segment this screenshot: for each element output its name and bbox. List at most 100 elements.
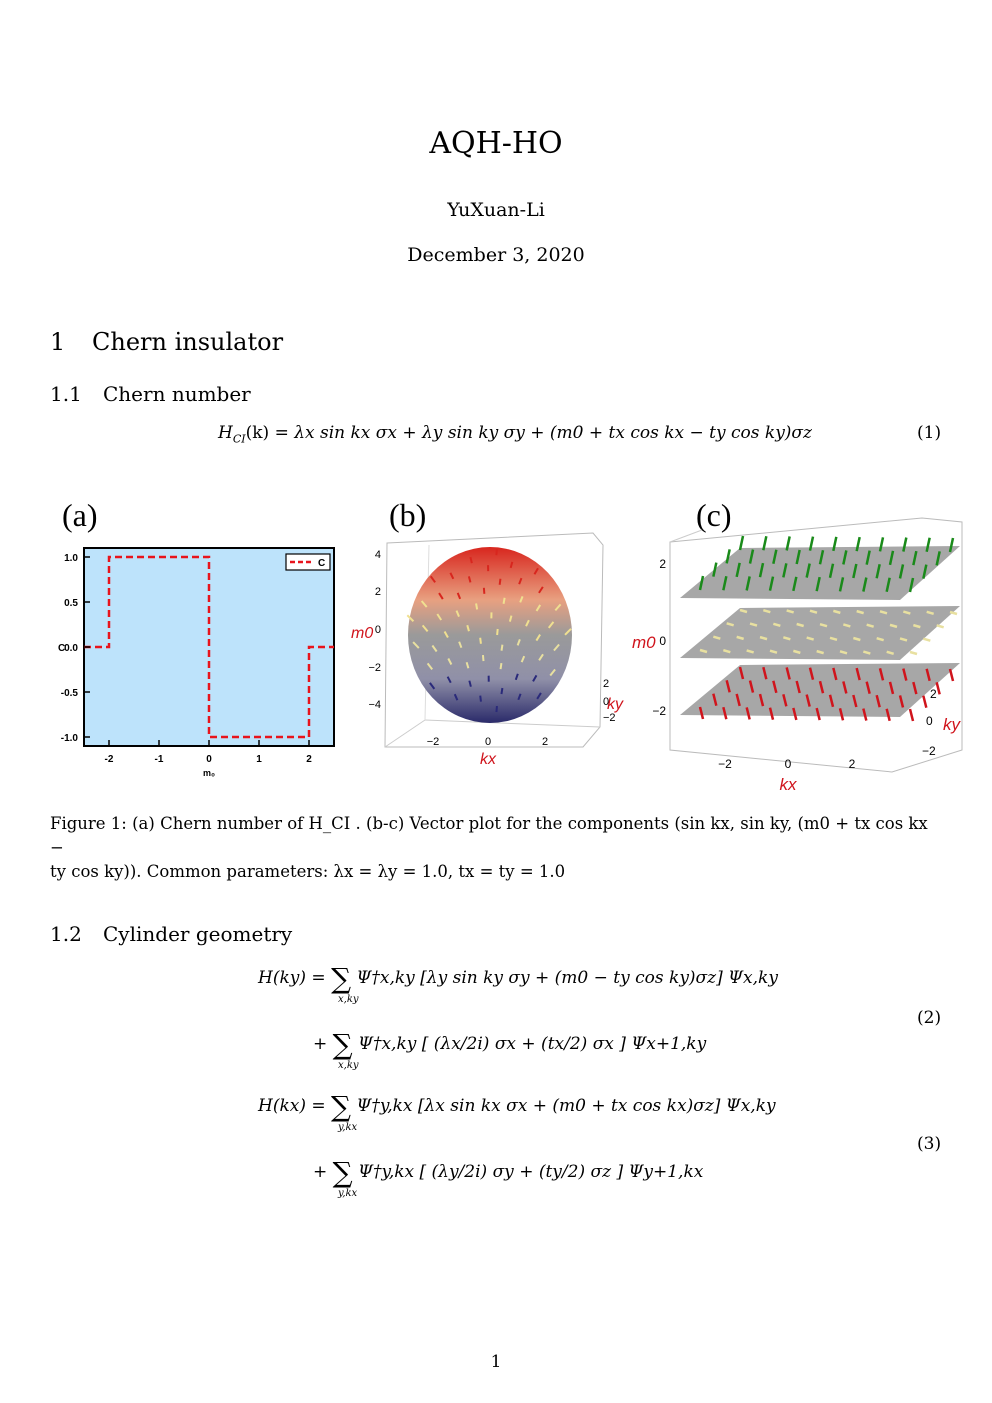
eq3-line1: H(kx) = ∑ Ψ†y,kx [λx sin kx σx + (m0 + t…	[258, 1090, 776, 1123]
vector-arrow	[842, 550, 848, 565]
vector-arrow	[748, 549, 755, 564]
equation-2-number: (2)	[917, 1008, 942, 1028]
series-line-c	[84, 555, 334, 739]
vector-arrow	[842, 623, 851, 628]
y-tick-label: −2	[922, 744, 936, 758]
vector-arrow	[768, 707, 775, 720]
vector-arrow	[519, 595, 524, 603]
vector-arrow	[518, 577, 523, 585]
vector-arrow	[762, 666, 768, 680]
vector-arrow	[447, 658, 453, 665]
vector-arrow	[902, 537, 908, 552]
vector-arrow	[838, 577, 845, 592]
vector-arrow	[809, 609, 818, 614]
vector-arrow	[431, 644, 438, 653]
y-tick-label: 1.0	[64, 553, 78, 564]
eq3-line2-rhs: Ψ†y,kx [ (λy/2i) σy + (ty/2) σz ] Ψy+1,k…	[358, 1162, 704, 1182]
vector-arrow	[533, 567, 539, 575]
vector-arrow	[912, 550, 918, 566]
vector-arrow	[862, 708, 868, 721]
vector-arrow	[458, 641, 463, 649]
vector-arrow	[852, 694, 858, 708]
vector-arrow	[816, 649, 825, 655]
panel-c-label: (c)	[696, 497, 732, 533]
vector-arrow	[745, 707, 751, 720]
x-tick-label: -2	[105, 754, 114, 765]
box-edge	[669, 529, 703, 543]
z-axis-label: m0	[632, 633, 656, 652]
vector-arrow	[739, 608, 748, 614]
vector-arrow	[925, 537, 931, 553]
vector-arrow	[856, 609, 865, 615]
vector-arrow	[538, 653, 544, 661]
vector-arrow	[735, 693, 741, 707]
vector-arrow	[495, 705, 498, 713]
vector-arrow	[722, 649, 731, 654]
vector-arrow	[495, 549, 498, 556]
eq3-line1-rhs: Ψ†y,kx [λx sin kx σx + (m0 + tx cos kx)σ…	[356, 1096, 776, 1116]
vector-arrow	[855, 667, 861, 681]
equation-1: HCI(k) = λx sin kx σx + λy sin ky σy + (…	[218, 423, 812, 445]
vector-arrow	[496, 628, 499, 636]
vector-arrow	[795, 549, 801, 565]
vector-arrow	[564, 628, 572, 636]
vector-arrow	[467, 576, 472, 583]
x-tick-label: 2	[542, 736, 548, 748]
vector-arrow	[759, 635, 768, 641]
vector-arrow	[553, 643, 560, 652]
vector-arrow	[935, 551, 941, 566]
vector-arrow	[832, 667, 838, 681]
x-tick-label: 0	[785, 757, 792, 771]
vector-arrow	[500, 687, 504, 695]
y-axis-label: C	[58, 643, 65, 654]
vector-arrow	[469, 556, 473, 564]
box-edge	[384, 719, 426, 748]
subsection-number-2: 1.2	[50, 922, 82, 946]
vector-arrow	[782, 694, 788, 707]
vector-arrow	[443, 631, 449, 639]
vector-arrow	[875, 694, 881, 708]
vector-arrow	[796, 622, 805, 628]
vector-arrow	[806, 636, 815, 641]
vector-arrow	[748, 680, 755, 693]
vector-arrow	[792, 576, 798, 592]
vector-arrow	[949, 610, 958, 616]
eq2-sum1-sub: x,ky	[338, 994, 359, 1005]
page-number: 1	[490, 1352, 502, 1372]
z-tick-label: 2	[375, 586, 381, 598]
vector-arrow	[842, 681, 848, 694]
vector-arrow	[772, 549, 778, 565]
vector-arrow	[785, 667, 791, 680]
figure-caption: Figure 1: (a) Chern number of H_CI . (b-…	[50, 812, 945, 884]
vector-arrow	[808, 536, 815, 551]
vector-arrow	[446, 676, 452, 684]
vector-arrow	[948, 668, 955, 682]
vector-arrow	[902, 668, 908, 681]
vector-arrow	[815, 576, 821, 592]
x-tick-label: 0	[485, 736, 491, 748]
vector-arrow	[722, 575, 728, 591]
vector-arrow	[475, 603, 479, 610]
vector-arrow	[878, 537, 885, 552]
vector-arrow	[772, 680, 778, 694]
vector-arrow	[885, 577, 891, 593]
panel-a-label: (a)	[62, 497, 98, 533]
vector-arrow	[481, 654, 485, 662]
vector-arrow	[912, 681, 918, 695]
vector-arrow	[898, 564, 905, 579]
y-axis-label: ky	[607, 696, 624, 713]
vector-plot-planes: 2 0 −2 m0 −2 0 2 kx 2 0 −2 ky	[632, 517, 963, 794]
vector-arrow	[421, 624, 429, 632]
x-axis-label: kx	[780, 775, 798, 794]
x-axis-label: kx	[480, 751, 497, 768]
vector-arrow	[768, 576, 775, 591]
vector-arrow	[769, 649, 778, 654]
z-tick-label: 4	[375, 549, 381, 561]
vector-arrow	[885, 708, 891, 722]
vector-arrow	[866, 623, 875, 628]
x-tick-label: 0	[206, 754, 212, 765]
vector-arrow	[412, 641, 420, 649]
y-tick-label: 2	[930, 687, 937, 701]
vector-arrow	[509, 561, 514, 569]
y-tick-label: 0	[926, 714, 933, 728]
